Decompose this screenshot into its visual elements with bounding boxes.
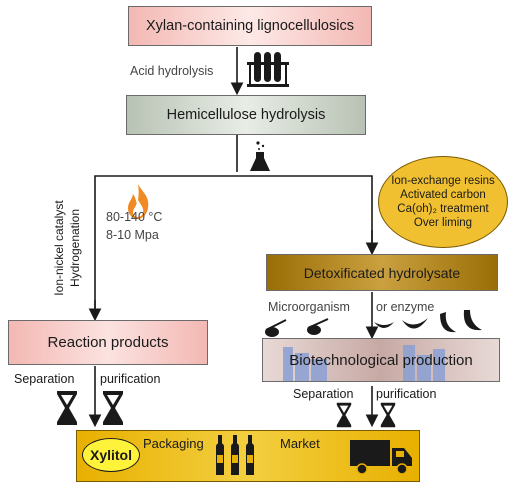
temperature-label: 80-140 °C	[106, 210, 163, 224]
catalyst-label: Ion-nickel catalyst	[52, 200, 66, 296]
bottles-icon	[216, 435, 254, 475]
enzyme-icon-3	[440, 312, 456, 333]
separation-right-label: Separation	[293, 387, 354, 401]
flask-icon	[250, 141, 270, 171]
method-activated-carbon: Activated carbon	[400, 189, 486, 201]
purification-left-label: purification	[100, 372, 161, 386]
enzyme-icon-4	[463, 310, 482, 331]
detox-hydrolysate-label: Detoxificated hydrolysate	[303, 264, 461, 281]
or-enzyme-label: or enzyme	[376, 300, 435, 314]
market-label: Market	[280, 436, 320, 451]
biotech-label: Biotechnological production	[289, 351, 473, 369]
feedstock-label: Xylan-containing lignocellulosics	[146, 18, 354, 34]
method-over-liming: Over liming	[413, 217, 473, 229]
catalyst-label-wrap: Ion-nickel catalyst	[52, 196, 66, 300]
factory-icons	[283, 345, 445, 381]
hourglass-icon-2	[103, 391, 123, 425]
hourglass-icon-4	[380, 402, 396, 428]
purification-right-label: purification	[376, 387, 437, 401]
bacterium-icon-2	[307, 325, 321, 335]
separation-left-label: Separation	[14, 372, 75, 386]
branch-line	[94, 175, 373, 316]
test-tubes-icon	[247, 52, 289, 87]
hemicellulose-box: Hemicellulose hydrolysis	[126, 95, 366, 135]
hourglass-icon-1	[57, 391, 77, 425]
truck-icon	[350, 440, 412, 475]
hemicellulose-label: Hemicellulose hydrolysis	[166, 107, 326, 123]
pressure-label: 8-10 Mpa	[106, 228, 159, 242]
acid-hydrolysis-label: Acid hydrolysis	[130, 64, 214, 78]
microorganism-icons	[265, 318, 329, 337]
hydrogenation-label: Hydrogenation	[68, 208, 82, 288]
method-ion-exchange: Ion-exchange resins	[391, 175, 495, 187]
enzyme-icons	[374, 310, 482, 333]
xylitol-ellipse: Xylitol	[82, 438, 140, 472]
feedstock-box: Xylan-containing lignocellulosics	[128, 6, 372, 46]
biotech-box: Biotechnological production	[262, 338, 500, 382]
flame-icon	[128, 184, 149, 219]
xylitol-label: Xylitol	[89, 447, 132, 463]
detox-hydrolysate-box: Detoxificated hydrolysate	[266, 254, 498, 291]
enzyme-icon-2	[402, 318, 428, 329]
reaction-products-box: Reaction products	[8, 320, 208, 365]
packaging-label: Packaging	[143, 436, 204, 451]
microorganism-label: Microorganism	[268, 300, 350, 314]
bacterium-icon-1	[265, 327, 279, 337]
detox-methods-ellipse: Ion-exchange resins Activated carbon Ca(…	[378, 156, 508, 248]
hydrogenation-label-wrap: Hydrogenation	[68, 196, 82, 300]
enzyme-icon-1	[374, 322, 394, 328]
hourglass-icon-3	[336, 402, 352, 428]
method-caoh2: Ca(oh)₂ treatment	[397, 203, 489, 215]
reaction-products-label: Reaction products	[47, 334, 169, 351]
